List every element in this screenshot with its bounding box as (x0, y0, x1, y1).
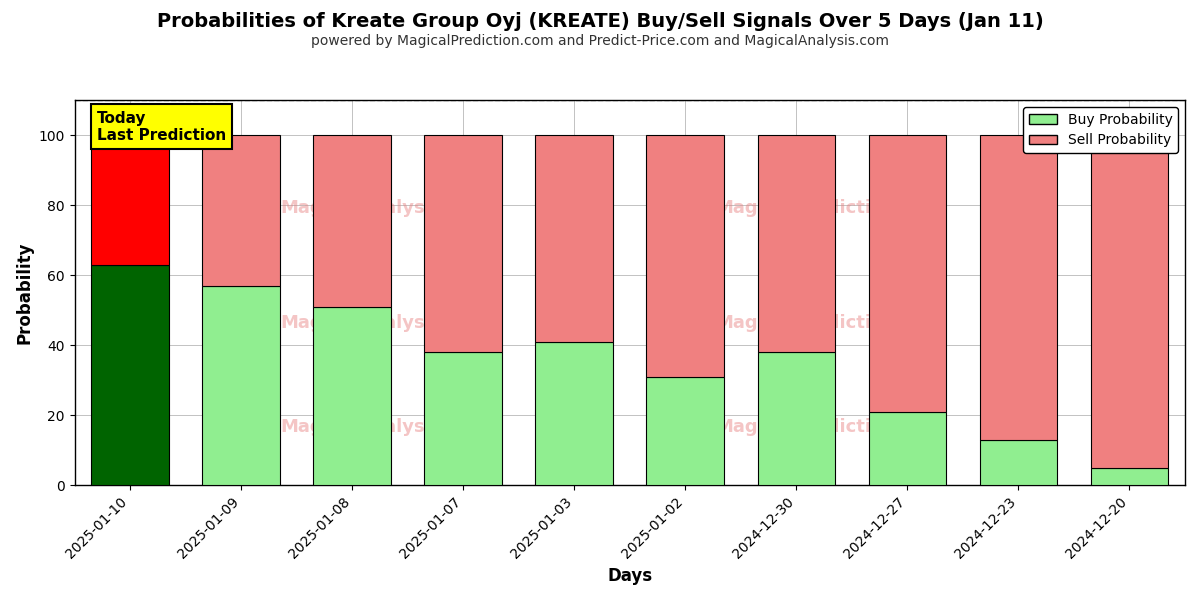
Bar (91, 265, 169, 485)
Bar (203, 135, 280, 286)
Bar (1091, 135, 1169, 468)
Bar (425, 135, 502, 352)
X-axis label: Days: Days (607, 567, 653, 585)
Text: MagicalPrediction.com: MagicalPrediction.com (715, 199, 944, 217)
Bar (647, 377, 725, 485)
Text: MagicalAnalysis.com: MagicalAnalysis.com (281, 314, 491, 332)
Text: Today
Last Prediction: Today Last Prediction (97, 110, 226, 143)
Text: MagicalAnalysis.com: MagicalAnalysis.com (281, 199, 491, 217)
Bar (203, 286, 280, 485)
Bar (979, 440, 1057, 485)
Bar (869, 135, 947, 412)
Bar (869, 412, 947, 485)
Text: MagicalAnalysis.com: MagicalAnalysis.com (281, 418, 491, 436)
Bar (535, 135, 613, 341)
Bar (757, 135, 835, 352)
Text: Probabilities of Kreate Group Oyj (KREATE) Buy/Sell Signals Over 5 Days (Jan 11): Probabilities of Kreate Group Oyj (KREAT… (157, 12, 1043, 31)
Bar (647, 135, 725, 377)
Bar (313, 307, 391, 485)
Bar (757, 352, 835, 485)
Y-axis label: Probability: Probability (16, 241, 34, 344)
Text: MagicalPrediction.com: MagicalPrediction.com (715, 314, 944, 332)
Bar (535, 341, 613, 485)
Bar (1091, 468, 1169, 485)
Bar (979, 135, 1057, 440)
Bar (313, 135, 391, 307)
Bar (425, 352, 502, 485)
Bar (91, 135, 169, 265)
Text: powered by MagicalPrediction.com and Predict-Price.com and MagicalAnalysis.com: powered by MagicalPrediction.com and Pre… (311, 34, 889, 48)
Legend: Buy Probability, Sell Probability: Buy Probability, Sell Probability (1024, 107, 1178, 153)
Text: MagicalPrediction.com: MagicalPrediction.com (715, 418, 944, 436)
